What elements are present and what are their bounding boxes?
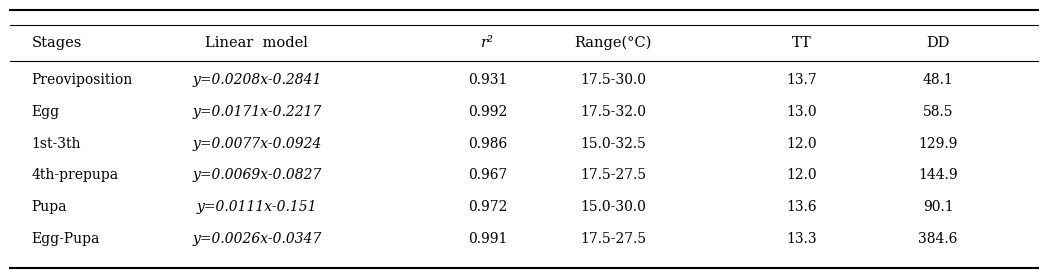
Text: DD: DD <box>926 36 949 50</box>
Text: 17.5-27.5: 17.5-27.5 <box>580 232 647 246</box>
Text: 48.1: 48.1 <box>922 73 954 87</box>
Text: 13.3: 13.3 <box>786 232 817 246</box>
Text: 0.967: 0.967 <box>467 168 507 182</box>
Text: 0.991: 0.991 <box>467 232 507 246</box>
Text: r²: r² <box>481 36 494 50</box>
Text: y=0.0208x-0.2841: y=0.0208x-0.2841 <box>192 73 322 87</box>
Text: y=0.0077x-0.0924: y=0.0077x-0.0924 <box>192 137 322 150</box>
Text: 13.6: 13.6 <box>786 200 817 214</box>
Text: Preoviposition: Preoviposition <box>31 73 133 87</box>
Text: Linear  model: Linear model <box>205 36 308 50</box>
Text: y=0.0026x-0.0347: y=0.0026x-0.0347 <box>192 232 322 246</box>
Text: 17.5-30.0: 17.5-30.0 <box>581 73 646 87</box>
Text: 13.0: 13.0 <box>786 105 817 119</box>
Text: 0.972: 0.972 <box>467 200 507 214</box>
Text: 15.0-30.0: 15.0-30.0 <box>581 200 646 214</box>
Text: 12.0: 12.0 <box>786 137 817 150</box>
Text: 15.0-32.5: 15.0-32.5 <box>581 137 646 150</box>
Text: Egg: Egg <box>31 105 60 119</box>
Text: 4th-prepupa: 4th-prepupa <box>31 168 118 182</box>
Text: 58.5: 58.5 <box>922 105 954 119</box>
Text: 144.9: 144.9 <box>918 168 958 182</box>
Text: Pupa: Pupa <box>31 200 67 214</box>
Text: y=0.0111x-0.151: y=0.0111x-0.151 <box>197 200 316 214</box>
Text: 129.9: 129.9 <box>918 137 958 150</box>
Text: y=0.0171x-0.2217: y=0.0171x-0.2217 <box>192 105 322 119</box>
Text: 17.5-27.5: 17.5-27.5 <box>580 168 647 182</box>
Text: Stages: Stages <box>31 36 82 50</box>
Text: 12.0: 12.0 <box>786 168 817 182</box>
Text: 0.992: 0.992 <box>467 105 507 119</box>
Text: TT: TT <box>792 36 811 50</box>
Text: 384.6: 384.6 <box>918 232 958 246</box>
Text: 17.5-32.0: 17.5-32.0 <box>581 105 646 119</box>
Text: y=0.0069x-0.0827: y=0.0069x-0.0827 <box>192 168 322 182</box>
Text: 1st-3th: 1st-3th <box>31 137 81 150</box>
Text: 0.986: 0.986 <box>467 137 507 150</box>
Text: Range(°C): Range(°C) <box>574 36 652 50</box>
Text: 0.931: 0.931 <box>467 73 507 87</box>
Text: 90.1: 90.1 <box>922 200 954 214</box>
Text: 13.7: 13.7 <box>786 73 817 87</box>
Text: Egg-Pupa: Egg-Pupa <box>31 232 100 246</box>
